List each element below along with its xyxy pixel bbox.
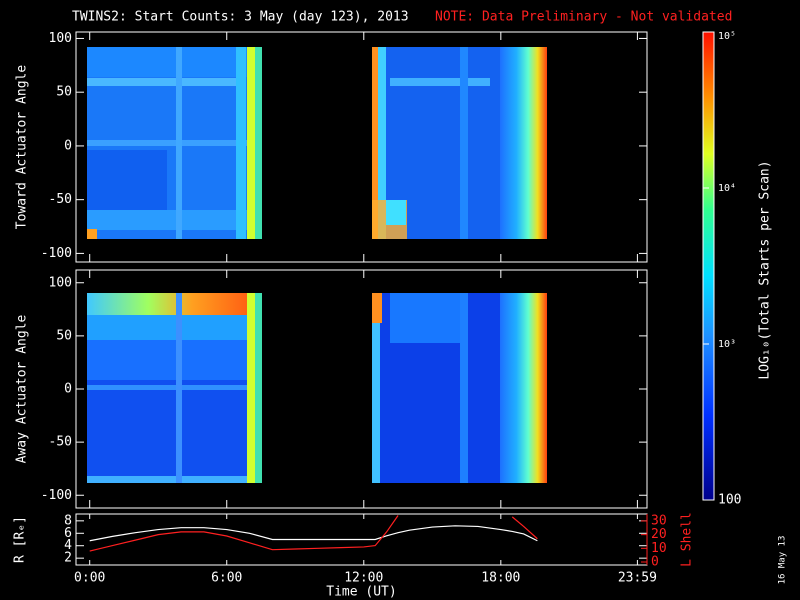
y-tick-label: 100 xyxy=(49,31,72,46)
y2-axis-title: L Shell xyxy=(680,512,695,567)
y-tick-label: -50 xyxy=(49,435,72,450)
y2-tick-label: 10 xyxy=(651,541,667,556)
x-tick-label: 0:00 xyxy=(74,571,105,586)
y-axis-title: R [Rₑ] xyxy=(13,516,28,563)
y-tick-label: 0 xyxy=(64,138,72,153)
y2-tick-label: 20 xyxy=(651,527,667,542)
y2-tick-label: 30 xyxy=(651,513,667,528)
y-tick-label: 6 xyxy=(64,526,72,541)
x-axis-title: Time (UT) xyxy=(326,585,396,600)
series-line xyxy=(89,525,538,542)
colorbar-label: LOG₁₀(Total Starts per Scan) xyxy=(758,160,773,379)
y-tick-label: 8 xyxy=(64,513,72,528)
chart-title: TWINS2: Start Counts: 3 May (day 123), 2… xyxy=(72,10,409,25)
y-tick-label: -100 xyxy=(41,246,72,261)
x-tick-label: 18:00 xyxy=(481,571,520,586)
panel-frame xyxy=(75,31,648,263)
y-axis-title: Away Actuator Angle xyxy=(15,314,30,463)
y-tick-label: 50 xyxy=(56,328,72,343)
heatmap-away xyxy=(87,293,547,483)
y-tick-label: 4 xyxy=(64,538,72,553)
date-stamp: 16 May 13 xyxy=(778,536,788,585)
y-tick-label: 2 xyxy=(64,551,72,566)
colorbar-tick-label: 10⁵ xyxy=(718,31,736,42)
y-tick-label: 100 xyxy=(49,275,72,290)
heatmap-toward xyxy=(87,47,547,239)
y-axis-title: Toward Actuator Angle xyxy=(15,65,30,230)
colorbar-tick-label: 10³ xyxy=(718,339,736,350)
line-plot xyxy=(89,515,538,552)
colorbar-tick-label: 10⁴ xyxy=(718,183,736,194)
y-tick-label: -100 xyxy=(41,488,72,503)
y2-tick-label: 0 xyxy=(651,554,659,569)
note: NOTE: Data Preliminary - Not validated xyxy=(435,10,732,25)
series-line xyxy=(89,515,538,552)
y-tick-label: -50 xyxy=(49,192,72,207)
y-tick-label: 0 xyxy=(64,382,72,397)
y-tick-label: 50 xyxy=(56,85,72,100)
colorbar-tick-label: 100 xyxy=(718,493,741,508)
x-tick-label: 23:59 xyxy=(618,571,657,586)
x-tick-label: 6:00 xyxy=(211,571,242,586)
colorbar xyxy=(702,31,715,501)
x-tick-label: 12:00 xyxy=(344,571,383,586)
